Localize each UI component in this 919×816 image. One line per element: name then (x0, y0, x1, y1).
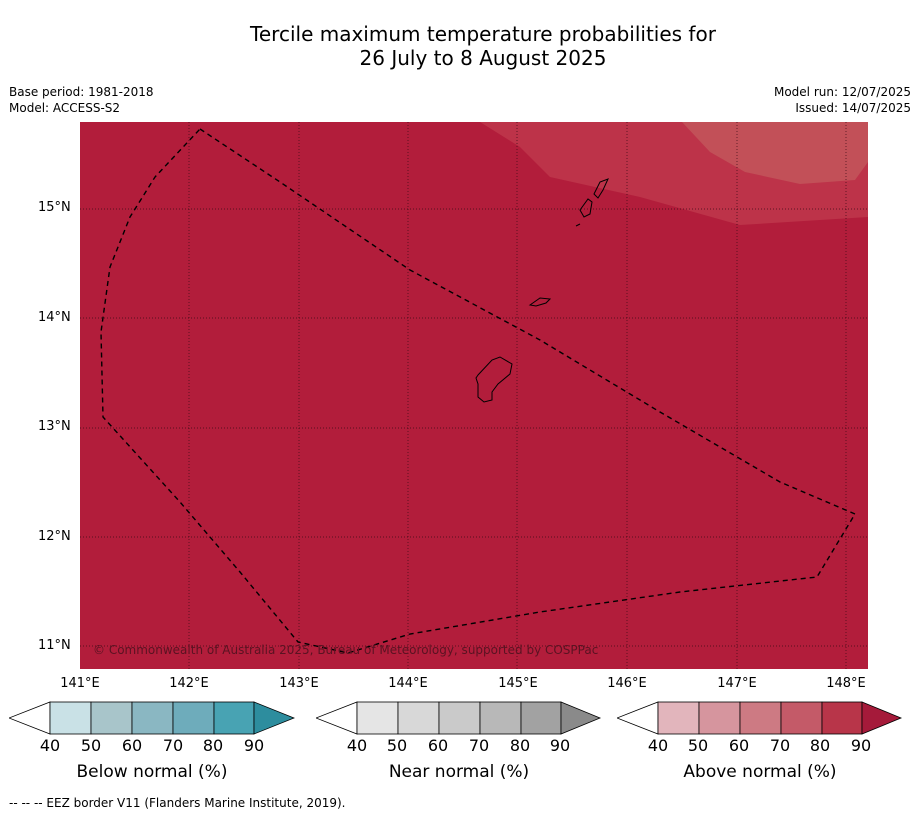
below-tick-60: 60 (121, 736, 143, 755)
map-canvas (80, 122, 868, 669)
title-line-2: 26 July to 8 August 2025 (359, 46, 607, 70)
eez-border (100, 128, 857, 654)
lat-label-12: 12°N (38, 529, 71, 544)
lon-label-143: 143°E (279, 676, 319, 691)
below-normal-label: Below normal (%) (76, 762, 228, 782)
near-tick-40: 40 (346, 736, 368, 755)
above-tick-40: 40 (647, 736, 669, 755)
below-tick-40: 40 (39, 736, 61, 755)
island-tinian (579, 198, 593, 218)
eez-legend-note: -- -- -- EEZ border V11 (Flanders Marine… (9, 796, 346, 810)
near-tick-60: 60 (427, 736, 449, 755)
island-saipan (593, 178, 609, 199)
meta-left: Base period: 1981-2018 Model: ACCESS-S2 (9, 84, 154, 116)
lon-label-148: 148°E (826, 676, 866, 691)
base-period: Base period: 1981-2018 (9, 85, 154, 99)
colorbar-below-normal (9, 701, 295, 735)
lat-label-11: 11°N (38, 638, 71, 653)
near-tick-80: 80 (509, 736, 531, 755)
above-tick-90: 90 (850, 736, 872, 755)
lat-label-13: 13°N (38, 419, 71, 434)
near-tick-90: 90 (549, 736, 571, 755)
above-tick-60: 60 (728, 736, 750, 755)
islands (475, 178, 609, 403)
model-run: Model run: 12/07/2025 (773, 85, 911, 99)
meta-right: Model run: 12/07/2025 Issued: 14/07/2025 (774, 84, 911, 116)
lon-label-146: 146°E (607, 676, 647, 691)
lat-label-14: 14°N (38, 310, 71, 325)
colorbar-near-normal (316, 701, 602, 735)
above-normal-label: Above normal (%) (683, 762, 837, 782)
lon-label-141: 141°E (60, 676, 100, 691)
lon-label-145: 145°E (498, 676, 538, 691)
lon-label-142: 142°E (169, 676, 209, 691)
colorbar-above-normal (617, 701, 903, 735)
below-tick-50: 50 (80, 736, 102, 755)
probability-map: © Commonwealth of Australia 2025, Bureau… (80, 122, 868, 669)
lon-label-144: 144°E (388, 676, 428, 691)
lat-label-15: 15°N (38, 200, 71, 215)
chart-title: Tercile maximum temperature probabilitie… (0, 22, 919, 70)
near-normal-label: Near normal (%) (388, 762, 530, 782)
title-line-1: Tercile maximum temperature probabilitie… (250, 22, 716, 46)
near-tick-70: 70 (468, 736, 490, 755)
above-tick-70: 70 (769, 736, 791, 755)
issued-date: Issued: 14/07/2025 (795, 101, 911, 115)
island-aguijan (575, 223, 581, 227)
near-tick-50: 50 (386, 736, 408, 755)
below-tick-70: 70 (162, 736, 184, 755)
lon-label-147: 147°E (717, 676, 757, 691)
copyright-notice: © Commonwealth of Australia 2025, Bureau… (93, 643, 599, 657)
below-tick-90: 90 (243, 736, 265, 755)
above-tick-80: 80 (809, 736, 831, 755)
above-tick-50: 50 (687, 736, 709, 755)
graticule (80, 122, 868, 669)
island-guam (475, 356, 513, 403)
model-name: Model: ACCESS-S2 (9, 101, 121, 115)
island-rota (528, 297, 552, 307)
zone-70 (682, 122, 868, 184)
below-tick-80: 80 (202, 736, 224, 755)
